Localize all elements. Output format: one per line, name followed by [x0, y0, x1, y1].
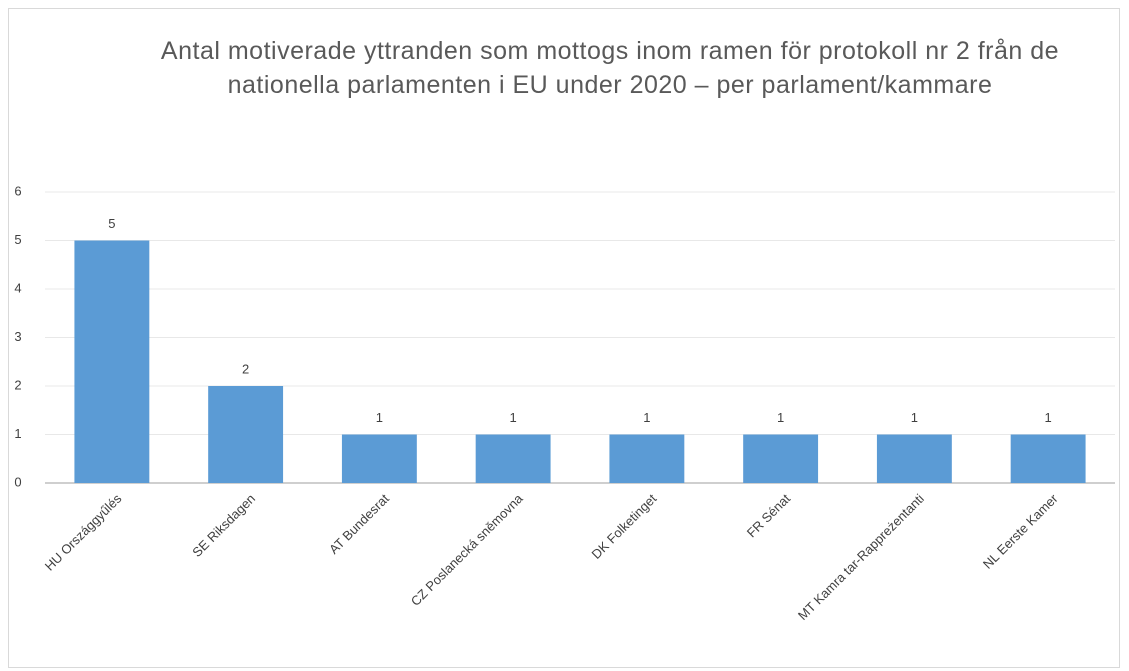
chart-title: Antal motiverade yttranden som mottogs i…: [160, 37, 1060, 99]
x-tick-label: NL Eerste Kamer: [980, 490, 1061, 571]
bar: [475, 434, 551, 483]
x-tick-label: DK Folketinget: [589, 491, 660, 562]
bar: [876, 434, 952, 483]
y-tick-label: 6: [14, 183, 21, 198]
y-tick-label: 0: [14, 474, 21, 489]
y-tick-label: 2: [14, 377, 21, 392]
bar: [609, 434, 685, 483]
data-label: 1: [510, 410, 517, 425]
y-tick-label: 3: [14, 329, 21, 344]
data-label: 5: [108, 216, 115, 231]
bar: [341, 434, 417, 483]
x-tick-label: HU Országgyűlés: [42, 491, 125, 574]
y-tick-label: 1: [14, 426, 21, 441]
x-tick-label: FR Sénat: [744, 491, 794, 541]
data-label: 1: [777, 410, 784, 425]
data-label: 2: [242, 361, 249, 376]
data-label: 1: [376, 410, 383, 425]
bar: [1010, 434, 1086, 483]
bar: [74, 240, 150, 483]
data-label: 1: [1045, 410, 1052, 425]
x-tick-label: MT Kamra tar-Rappreżentanti: [795, 491, 927, 623]
x-tick-label: AT Bundesrat: [326, 491, 392, 557]
bar: [208, 386, 284, 483]
data-label: 1: [911, 410, 918, 425]
chart-frame: [8, 8, 1120, 668]
bar: [743, 434, 819, 483]
x-tick-label: SE Riksdagen: [189, 491, 258, 560]
data-label: 1: [643, 410, 650, 425]
y-tick-label: 5: [14, 232, 21, 247]
x-tick-label: CZ Poslanecká sněmovna: [408, 490, 526, 608]
y-tick-label: 4: [14, 280, 21, 295]
